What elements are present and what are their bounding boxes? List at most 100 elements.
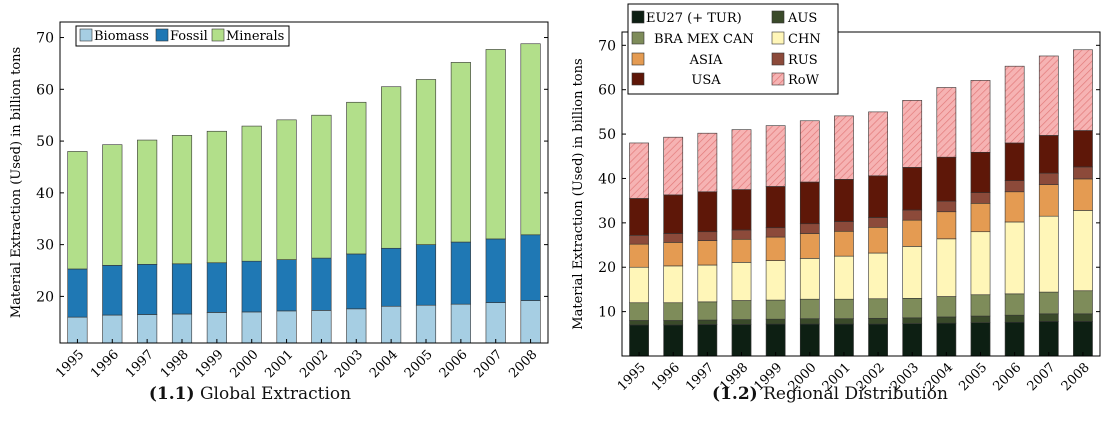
bar-segment xyxy=(799,298,820,320)
bar-segment xyxy=(902,246,923,299)
caption-regional-distribution: (1.2) Regional Distribution xyxy=(640,384,1020,404)
legend-label: Biomass xyxy=(94,29,149,44)
y-tick-label: 40 xyxy=(598,171,616,187)
bar-segment xyxy=(731,324,752,357)
bar-segment xyxy=(765,323,786,357)
bar-segment xyxy=(276,119,297,260)
bar-segment xyxy=(629,234,649,245)
bar-segment xyxy=(629,198,649,236)
bar-segment xyxy=(970,231,991,296)
bar-segment xyxy=(902,167,923,211)
bar-segment xyxy=(346,101,367,255)
caption-text: Regional Distribution xyxy=(763,384,948,404)
bar-segment xyxy=(834,179,854,222)
bar-segment xyxy=(1038,55,1059,136)
bar-segment xyxy=(241,125,262,262)
bar-segment xyxy=(520,43,541,236)
bar-segment xyxy=(765,227,786,238)
bar-segment xyxy=(1038,313,1059,322)
bar-segment xyxy=(936,316,957,324)
bar-segment xyxy=(765,186,786,229)
bar-segment xyxy=(731,238,752,263)
bar-segment xyxy=(697,264,718,303)
bar-segment xyxy=(1004,191,1025,223)
legend-label: AUS xyxy=(787,11,817,26)
legend-swatch xyxy=(631,52,645,66)
legend-swatch xyxy=(211,28,225,42)
legend: Biomass Fossil Minerals xyxy=(75,25,290,47)
bar-segment xyxy=(1073,290,1093,315)
bar-segment xyxy=(765,299,786,320)
bar-segment xyxy=(1038,291,1059,315)
bar-segment xyxy=(765,260,786,301)
bar-segment xyxy=(970,322,991,357)
caption-number: (1.1) xyxy=(148,384,195,404)
bar-segment xyxy=(663,320,684,326)
bar-segment xyxy=(868,252,888,300)
bar-segment xyxy=(936,156,957,202)
bar-segment xyxy=(868,217,888,228)
y-tick-label: 50 xyxy=(598,127,616,143)
bar-segment xyxy=(311,114,332,259)
bar-segment xyxy=(1004,142,1025,181)
bar-segment xyxy=(834,221,854,232)
y-tick-label: 10 xyxy=(598,305,616,321)
bar-segment xyxy=(663,194,684,234)
bar-segment xyxy=(970,203,991,233)
bar-segment xyxy=(1038,321,1059,357)
bar-segment xyxy=(799,120,820,183)
bar-segment xyxy=(415,79,437,245)
bar-segment xyxy=(970,294,991,317)
legend: EU27 (+ TUR) AUS BRA MEX CAN CHN ASIA RUS USA R… xyxy=(627,3,839,95)
bar-segment xyxy=(799,318,820,325)
bar-segment xyxy=(902,317,923,324)
bar-segment xyxy=(970,315,991,324)
bar-segment xyxy=(765,236,786,261)
bar-segment xyxy=(663,242,684,267)
y-tick-label: 70 xyxy=(598,38,616,54)
bar-segment xyxy=(799,323,820,357)
bar-segment xyxy=(1038,172,1059,185)
bar-segment xyxy=(1073,130,1093,168)
legend-label: RoW xyxy=(788,73,820,88)
bar-segment xyxy=(731,229,752,240)
bar-segment xyxy=(868,175,888,218)
y-tick-label: 50 xyxy=(36,134,54,150)
bar-segment xyxy=(799,258,820,300)
bar-segment xyxy=(629,142,649,199)
legend-label: EU27 (+ TUR) xyxy=(646,11,742,26)
bar-segment xyxy=(799,223,820,234)
bar-segment xyxy=(970,80,991,153)
bar-segment xyxy=(1073,313,1093,322)
bar-segment xyxy=(1073,178,1093,211)
bar-segment xyxy=(731,189,752,231)
legend-label: BRA MEX CAN xyxy=(654,32,754,47)
bar-segment xyxy=(902,100,923,168)
bar-segment xyxy=(731,262,752,301)
bar-segment xyxy=(834,298,854,320)
bar-segment xyxy=(936,87,957,158)
bar-segment xyxy=(731,319,752,325)
bar-segment xyxy=(663,302,684,321)
bar-segment xyxy=(1004,65,1025,144)
bar-segment xyxy=(765,318,786,325)
bar-segment xyxy=(450,62,471,243)
y-tick-label: 20 xyxy=(36,289,54,305)
bar-segment xyxy=(765,125,786,187)
bar-segment xyxy=(381,86,402,249)
bar-segment xyxy=(936,296,957,318)
legend-label: Minerals xyxy=(226,29,284,44)
y-tick-label: 60 xyxy=(598,83,616,99)
bar-segment xyxy=(936,238,957,297)
y-tick-label: 30 xyxy=(598,216,616,232)
bar-segment xyxy=(834,230,854,257)
bar-segment xyxy=(663,233,684,243)
legend-swatch xyxy=(631,31,645,45)
bar-segment xyxy=(799,233,820,259)
y-axis-label: Material Extraction (Used) in billion to… xyxy=(9,47,24,318)
bar-segment xyxy=(1038,184,1059,217)
bar-segment xyxy=(629,266,649,304)
bar-segment xyxy=(868,317,888,325)
